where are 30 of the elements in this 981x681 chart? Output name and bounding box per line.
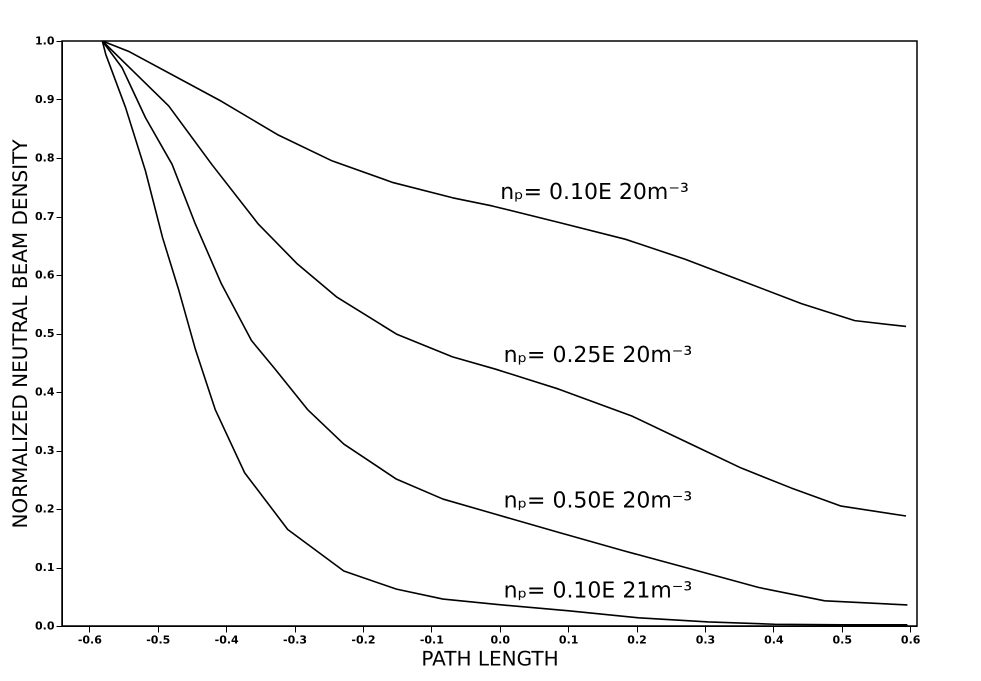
y-axis-title: NORMALIZED NEUTRAL BEAM DENSITY (8, 138, 32, 529)
y-tick-label: 0.7 (35, 210, 54, 223)
y-tick-label: 0.9 (35, 93, 54, 106)
y-tick-label: 0.8 (35, 152, 54, 164)
y-tick-label: 0.2 (35, 502, 54, 516)
y-tick-label: 0.6 (35, 268, 55, 282)
x-tick-label: -0.3 (283, 634, 308, 646)
x-tick-label: 0.6 (900, 634, 921, 646)
x-axis-title: PATH LENGTH (421, 646, 559, 670)
x-tick-label: 0.0 (490, 634, 510, 646)
y-tick-label: 1.0 (35, 34, 55, 48)
x-tick-label: 0.2 (627, 634, 647, 646)
x-tick-label: 0.3 (696, 634, 716, 646)
y-tick-label: 0.5 (35, 327, 54, 340)
y-tick-label: 0.1 (35, 561, 54, 574)
y-tick-label: 0.4 (35, 386, 55, 398)
x-tick-label: -0.4 (214, 634, 240, 646)
series-label: nₚ= 0.25E 20m⁻³ (504, 343, 692, 368)
y-tick-label: 0.3 (35, 444, 54, 457)
x-tick-label: -0.6 (78, 634, 102, 646)
x-tick-label: -0.2 (351, 634, 376, 646)
x-tick-label: -0.5 (146, 634, 170, 646)
series-label: nₚ= 0.10E 21m⁻³ (504, 578, 692, 604)
x-tick-label: 0.4 (764, 634, 784, 646)
x-tick-label: 0.5 (832, 634, 852, 646)
series-label: nₚ= 0.50E 20m⁻³ (504, 488, 692, 514)
y-tick-label: 0.0 (35, 620, 55, 632)
x-tick-label: -0.1 (420, 634, 444, 646)
series-label: nₚ= 0.10E 20m⁻³ (500, 180, 689, 205)
x-tick-label: 0.1 (558, 634, 578, 646)
